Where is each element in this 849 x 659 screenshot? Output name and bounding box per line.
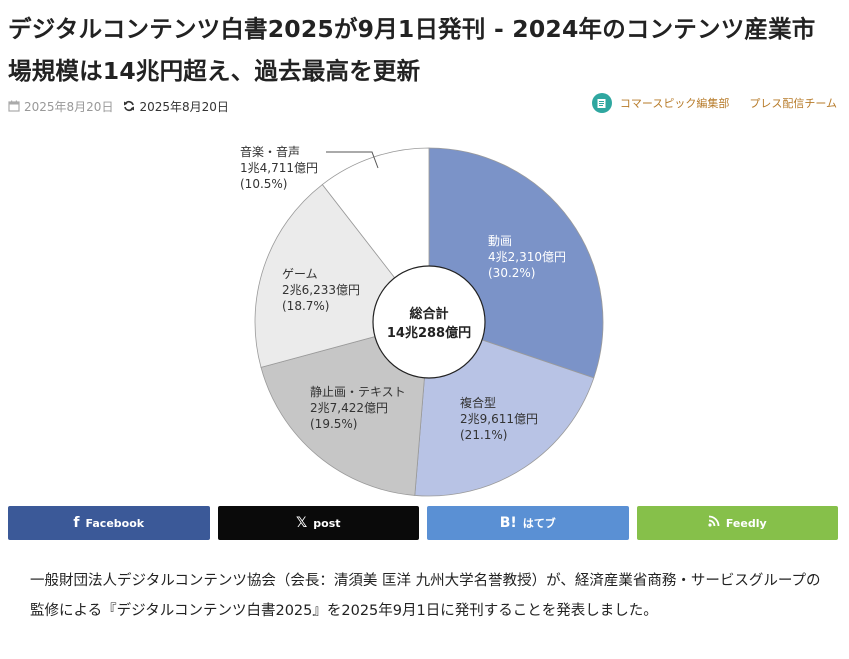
- share-bar: f Facebook 𝕏 post B! はてブ Feedly: [8, 506, 838, 540]
- center-circle: [372, 265, 486, 379]
- slice-amount: 2兆9,611億円: [460, 412, 538, 426]
- leader-line: [326, 151, 379, 169]
- x-icon: 𝕏: [295, 515, 308, 531]
- slice-amount: 2兆6,233億円: [282, 283, 360, 297]
- pie-chart: 動画 4兆2,310億円 (30.2%) 複合型 2兆9,611億円 (21.1%) 静止画…: [240, 144, 604, 497]
- slice-percent: (18.7%): [282, 299, 329, 313]
- slice-name: 複合型: [460, 395, 496, 410]
- share-hatena-button[interactable]: B! はてブ: [427, 506, 629, 540]
- slice-percent: (30.2%): [488, 266, 535, 280]
- slice-amount: 2兆7,422億円: [310, 401, 388, 415]
- center-label: 総合計: [409, 306, 448, 322]
- facebook-icon: f: [73, 515, 80, 531]
- hatena-icon: B!: [499, 515, 517, 531]
- author-info[interactable]: コマースピック編集部 プレス配信チーム: [591, 92, 837, 114]
- published-date: 2025年8月20日: [24, 99, 114, 114]
- article-body: 一般財団法人デジタルコンテンツ協会（会長：清須美 匡洋 九州大学名誉教授）が、経…: [30, 573, 821, 619]
- slice-percent: (10.5%): [240, 177, 287, 191]
- slice-amount: 1兆4,711億円: [240, 161, 318, 175]
- slice-name: 音楽・音声: [240, 144, 300, 159]
- pie-slice: [260, 321, 430, 496]
- share-x-label: post: [313, 516, 341, 530]
- updated-date: 2025年8月20日: [139, 99, 229, 114]
- slice-percent: (21.1%): [460, 428, 507, 442]
- share-feedly-button[interactable]: Feedly: [636, 506, 838, 540]
- slice-name: ゲーム: [282, 267, 318, 281]
- feedly-icon: [708, 515, 720, 531]
- slice-amount: 4兆2,310億円: [488, 250, 566, 264]
- share-facebook-button[interactable]: f Facebook: [8, 506, 210, 540]
- slice-name: 静止画・テキスト: [310, 385, 406, 399]
- slice-label: 音楽・音声 1兆4,711億円 (10.5%): [240, 144, 318, 191]
- share-hatena-label: はてブ: [522, 517, 556, 530]
- document-icon: [591, 93, 612, 113]
- center-value: 14兆288億円: [387, 325, 471, 341]
- share-facebook-label: Facebook: [85, 516, 145, 530]
- author-name[interactable]: コマースピック編集部: [619, 97, 730, 110]
- share-x-button[interactable]: 𝕏 post: [217, 506, 419, 540]
- slice-label: 複合型 2兆9,611億円 (21.1%): [460, 395, 538, 442]
- slice-label: 静止画・テキスト 2兆7,422億円 (19.5%): [310, 385, 406, 431]
- slice-label: 動画 4兆2,310億円 (30.2%): [488, 234, 566, 280]
- share-feedly-label: Feedly: [725, 516, 767, 530]
- slice-percent: (19.5%): [310, 417, 357, 431]
- slice-label: ゲーム 2兆6,233億円 (18.7%): [282, 267, 360, 313]
- author-team[interactable]: プレス配信チーム: [749, 97, 837, 110]
- calendar-icon: [8, 100, 20, 112]
- refresh-icon: [124, 100, 135, 112]
- article-title: デジタルコンテンツ白書2025が9月1日発刊 - 2024年のコンテンツ産業市場…: [8, 15, 816, 85]
- post-meta: 2025年8月20日 2025年8月20日: [8, 96, 229, 116]
- slice-name: 動画: [488, 234, 512, 248]
